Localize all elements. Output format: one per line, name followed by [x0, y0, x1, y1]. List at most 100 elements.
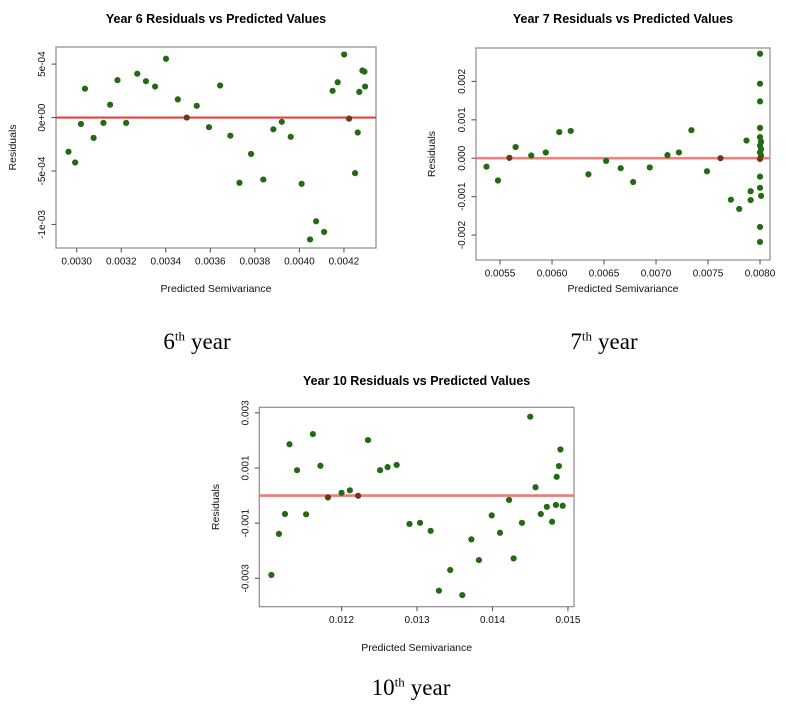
data-point — [123, 119, 130, 127]
plot-title: Year 10 Residuals vs Predicted Values — [303, 374, 530, 388]
data-point — [727, 196, 734, 203]
data-point — [532, 484, 539, 491]
data-point — [483, 163, 490, 170]
data-point — [603, 157, 610, 165]
data-point — [81, 85, 89, 92]
data-point — [205, 124, 213, 131]
data-point — [275, 530, 283, 537]
plot-title: Year 6 Residuals vs Predicted Values — [106, 12, 326, 26]
x-tick-label: 0.0070 — [641, 269, 672, 280]
data-point — [162, 55, 170, 62]
data-point — [756, 134, 764, 141]
y-tick-label: 0.003 — [240, 400, 251, 425]
data-point — [528, 152, 535, 159]
data-point — [475, 556, 483, 564]
data-point — [321, 228, 328, 236]
x-tick-label: 0.0038 — [240, 257, 271, 268]
data-point — [756, 155, 764, 163]
data-point — [675, 149, 682, 156]
data-point — [77, 120, 85, 128]
data-point — [756, 50, 764, 57]
caption-number: 6 — [163, 329, 175, 354]
data-point — [236, 179, 243, 186]
data-point — [281, 510, 289, 518]
data-point — [447, 566, 454, 574]
caption-ordinal-suffix: th — [394, 674, 405, 690]
data-point — [183, 114, 190, 121]
data-point — [278, 118, 285, 125]
caption-number: 10 — [371, 675, 395, 700]
data-point — [617, 165, 624, 172]
data-point — [630, 178, 637, 186]
x-tick-label: 0.0042 — [329, 257, 360, 268]
data-point — [747, 196, 754, 204]
data-point — [317, 462, 324, 469]
y-tick-label: -0.001 — [457, 182, 468, 211]
data-point — [376, 467, 384, 474]
caption-ordinal-suffix: th — [581, 328, 593, 344]
y-tick-label: -1e-03 — [37, 210, 48, 239]
data-point — [585, 171, 592, 178]
data-point — [435, 587, 443, 594]
caption-number: 7 — [570, 329, 582, 354]
x-tick-label: 0.0060 — [537, 269, 568, 280]
plot-panel: 0.012 0.013 0.014 0.015 0.003 0.001 -0.001 -0.0… — [210, 374, 581, 654]
x-tick-label: 0.0055 — [485, 269, 516, 280]
data-point — [717, 155, 724, 162]
plot-box — [55, 46, 377, 249]
data-point — [364, 437, 372, 444]
data-point — [756, 173, 764, 180]
data-point — [100, 119, 107, 127]
plot-box — [475, 47, 771, 261]
data-point — [302, 511, 310, 518]
y-tick-label: 0.001 — [240, 455, 251, 480]
data-point — [756, 238, 764, 246]
y-tick-label: -0.003 — [240, 564, 251, 593]
plot-panel: 0.0030 0.0032 0.0034 0.0036 0.0038 0.0040 0.00… — [7, 12, 377, 295]
data-point — [298, 180, 305, 187]
caption-year-7: 7th year — [570, 329, 637, 355]
data-point — [174, 96, 181, 103]
data-point — [757, 192, 765, 199]
data-point — [114, 77, 121, 84]
data-point — [107, 101, 114, 108]
data-point — [270, 126, 277, 133]
data-point — [346, 487, 353, 494]
data-point — [543, 503, 550, 510]
data-point — [736, 205, 743, 213]
data-point — [151, 83, 159, 90]
x-tick-label: 0.0034 — [150, 257, 181, 268]
data-point — [286, 441, 293, 448]
data-point — [743, 137, 750, 144]
x-axis-label: Predicted Semivariance — [161, 283, 272, 295]
data-point — [247, 150, 255, 158]
data-point — [142, 78, 150, 85]
y-axis-label: Residuals — [210, 484, 222, 530]
data-point — [703, 168, 711, 175]
data-point — [351, 170, 359, 177]
data-point — [354, 129, 361, 136]
data-point — [361, 83, 369, 90]
data-point — [468, 536, 475, 543]
data-point — [537, 510, 544, 518]
data-point — [72, 159, 79, 166]
x-tick-label: 0.0040 — [284, 257, 315, 268]
data-point — [260, 176, 267, 183]
data-point — [65, 148, 72, 155]
caption-word: year — [598, 329, 638, 354]
data-point — [756, 223, 764, 231]
data-point — [496, 529, 504, 536]
plot-panel: 0.0055 0.0060 0.0065 0.0070 0.0075 0.0080 0.00… — [426, 12, 776, 295]
data-point — [306, 236, 314, 243]
data-point — [747, 188, 754, 195]
data-point — [488, 512, 495, 519]
x-tick-label: 0.014 — [480, 615, 505, 626]
data-point — [356, 88, 363, 96]
data-point — [416, 519, 424, 526]
data-point — [756, 98, 764, 105]
data-point — [555, 462, 563, 470]
y-tick-label: -5e-04 — [37, 156, 48, 185]
data-point — [293, 467, 301, 474]
